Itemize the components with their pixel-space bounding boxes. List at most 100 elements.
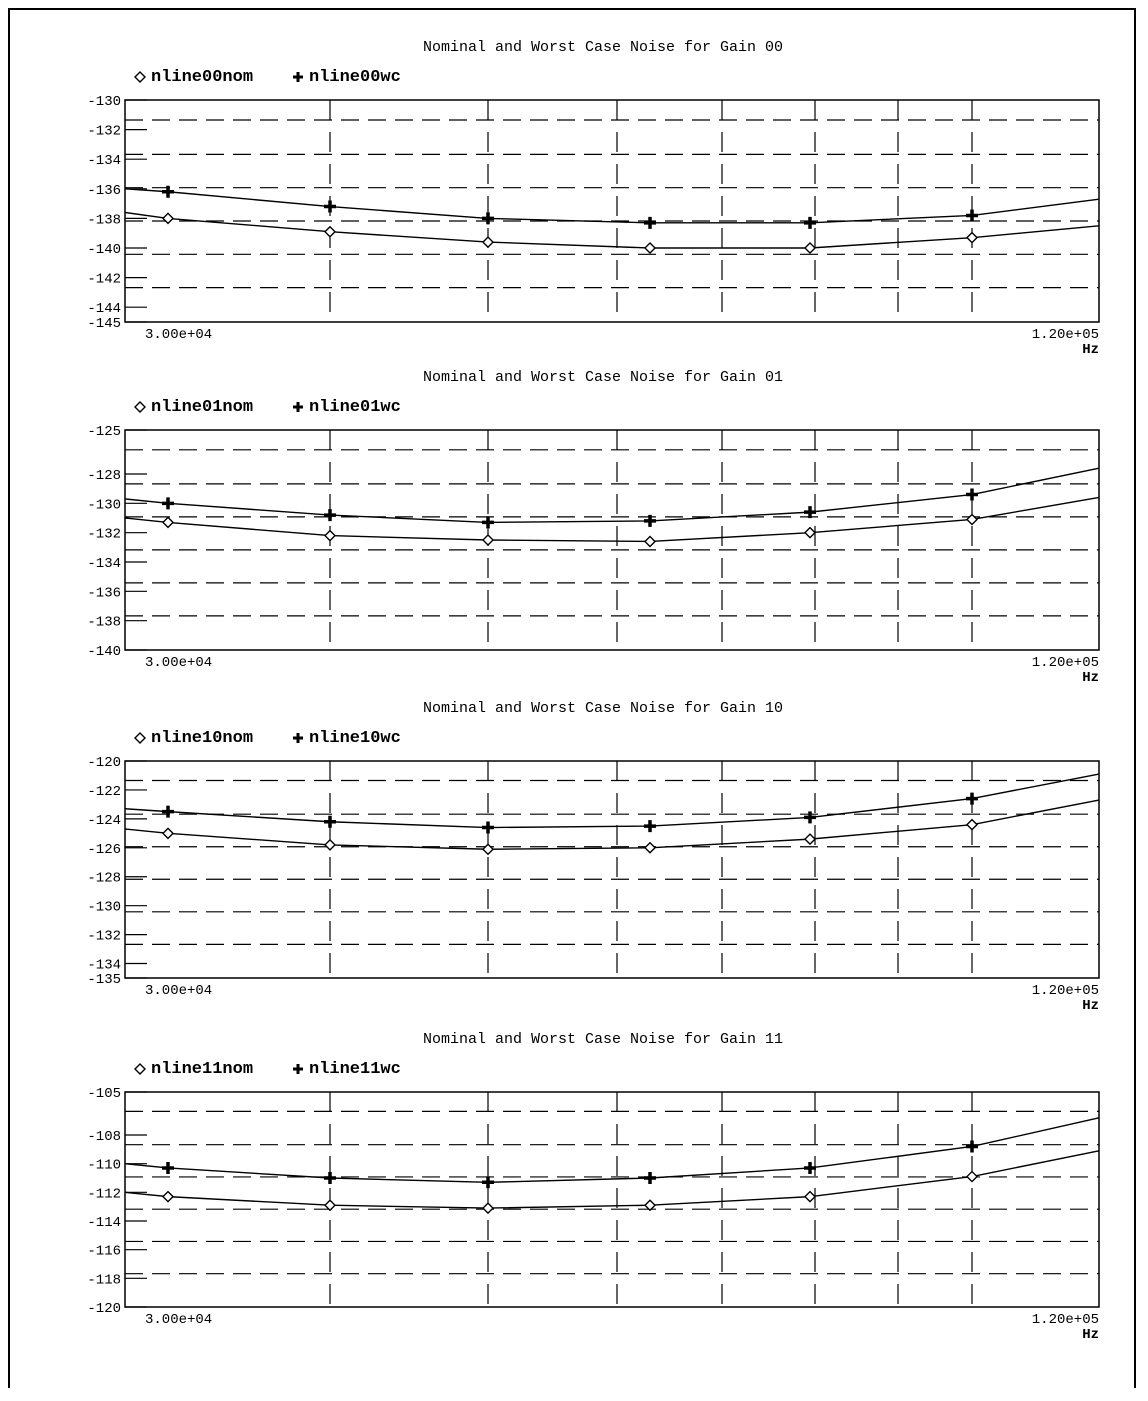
y-tick-label: -144 [87, 301, 121, 317]
chart-title: Nominal and Worst Case Noise for Gain 11 [423, 1031, 783, 1048]
y-tick-label: -126 [87, 842, 121, 858]
point-nline11nom [644, 1199, 656, 1212]
series-line-nline11nom [124, 1150, 1100, 1209]
y-tick-label: -134 [87, 556, 121, 572]
point-nline10nom [644, 841, 656, 854]
legend-plus-icon [293, 733, 303, 743]
point-nline11nom [324, 1199, 336, 1212]
legend-diamond-icon [134, 71, 146, 83]
series-line-nline11wc [124, 1117, 1100, 1184]
point-nline00nom [482, 236, 494, 249]
x-tick-label: 1.20e+05 [1032, 655, 1099, 671]
point-nline01wc [162, 497, 174, 510]
x-tick-label: 1.20e+05 [1032, 983, 1099, 999]
y-tick-label: -124 [87, 813, 121, 829]
y-tick-label: -112 [87, 1186, 121, 1202]
y-tick-label: -138 [87, 212, 121, 228]
point-nline00wc [966, 209, 978, 222]
legend-label-nline00nom: nline00nom [151, 68, 253, 87]
chart-panel-3: Nominal and Worst Case Noise for Gain 11… [87, 1031, 1100, 1343]
y-tick-label: -142 [87, 272, 121, 288]
point-nline10nom [804, 833, 816, 846]
chart-panel-0: Nominal and Worst Case Noise for Gain 00… [87, 39, 1100, 358]
x-tick-label: 1.20e+05 [1032, 327, 1099, 343]
point-nline10nom [966, 818, 978, 831]
y-tick-label: -140 [87, 242, 121, 258]
chart-title: Nominal and Worst Case Noise for Gain 10 [423, 700, 783, 717]
legend-label-nline01nom: nline01nom [151, 398, 253, 417]
y-tick-label: -130 [87, 94, 121, 110]
plot-frame [124, 760, 1100, 979]
series-line-nline01wc [124, 467, 1100, 524]
legend-diamond-icon [134, 732, 146, 744]
legend-label-nline11wc: nline11wc [309, 1060, 401, 1079]
point-nline11wc [162, 1161, 174, 1174]
point-nline00nom [324, 225, 336, 238]
point-nline00wc [482, 212, 494, 225]
point-nline10nom [482, 843, 494, 856]
y-tick-label: -120 [87, 1301, 121, 1317]
y-tick-label: -130 [87, 497, 121, 513]
y-tick-label: -128 [87, 468, 121, 484]
x-tick-label: 3.00e+04 [145, 983, 212, 999]
point-nline11nom [966, 1170, 978, 1183]
plot-frame [124, 429, 1100, 651]
y-tick-label: -120 [87, 755, 121, 771]
y-tick-label: -138 [87, 615, 121, 631]
legend-label-nline01wc: nline01wc [309, 398, 401, 417]
legend-plus-icon [293, 72, 303, 82]
series-line-nline00nom [124, 211, 1100, 249]
point-nline10wc [482, 821, 494, 834]
point-nline10wc [966, 792, 978, 805]
page-frame [8, 8, 1136, 1388]
x-axis-label: Hz [1082, 670, 1099, 686]
legend-label-nline11nom: nline11nom [151, 1060, 253, 1079]
y-tick-label: -108 [87, 1129, 121, 1145]
y-tick-label: -130 [87, 900, 121, 916]
x-axis-label: Hz [1082, 998, 1099, 1014]
x-axis-label: Hz [1082, 342, 1099, 358]
legend-label-nline10wc: nline10wc [309, 729, 401, 748]
series-line-nline10nom [124, 799, 1100, 850]
point-nline01nom [324, 529, 336, 542]
chart-title: Nominal and Worst Case Noise for Gain 01 [423, 369, 783, 386]
legend-diamond-icon [134, 401, 146, 413]
point-nline10wc [804, 811, 816, 824]
y-tick-label: -105 [87, 1086, 121, 1102]
x-axis-label: Hz [1082, 1327, 1099, 1343]
y-tick-label: -125 [87, 424, 121, 440]
x-tick-label: 3.00e+04 [145, 327, 212, 343]
point-nline10nom [162, 827, 174, 840]
y-tick-label: -132 [87, 527, 121, 543]
chart-panel-1: Nominal and Worst Case Noise for Gain 01… [87, 369, 1100, 686]
x-tick-label: 3.00e+04 [145, 1312, 212, 1328]
point-nline00nom [644, 242, 656, 254]
point-nline01wc [966, 488, 978, 501]
y-tick-label: -136 [87, 585, 121, 601]
point-nline11wc [482, 1176, 494, 1189]
point-nline11wc [644, 1172, 656, 1184]
y-tick-label: -118 [87, 1272, 121, 1288]
point-nline01wc [324, 509, 336, 522]
chart-panel-2: Nominal and Worst Case Noise for Gain 10… [87, 700, 1100, 1014]
y-tick-label: -134 [87, 958, 121, 974]
point-nline00nom [804, 242, 816, 254]
point-nline10wc [324, 815, 336, 828]
y-tick-label: -135 [87, 972, 121, 988]
x-tick-label: 1.20e+05 [1032, 1312, 1099, 1328]
y-tick-label: -134 [87, 153, 121, 169]
y-tick-label: -122 [87, 784, 121, 800]
point-nline10wc [644, 820, 656, 833]
x-tick-label: 3.00e+04 [145, 655, 212, 671]
point-nline01nom [644, 535, 656, 548]
series-line-nline01nom [124, 496, 1100, 543]
point-nline11nom [482, 1202, 494, 1215]
legend-plus-icon [293, 1064, 303, 1074]
point-nline00wc [644, 216, 656, 229]
point-nline00wc [162, 185, 174, 198]
point-nline00nom [162, 212, 174, 225]
point-nline01wc [482, 516, 494, 529]
chart-title: Nominal and Worst Case Noise for Gain 00 [423, 39, 783, 56]
legend-plus-icon [293, 402, 303, 412]
